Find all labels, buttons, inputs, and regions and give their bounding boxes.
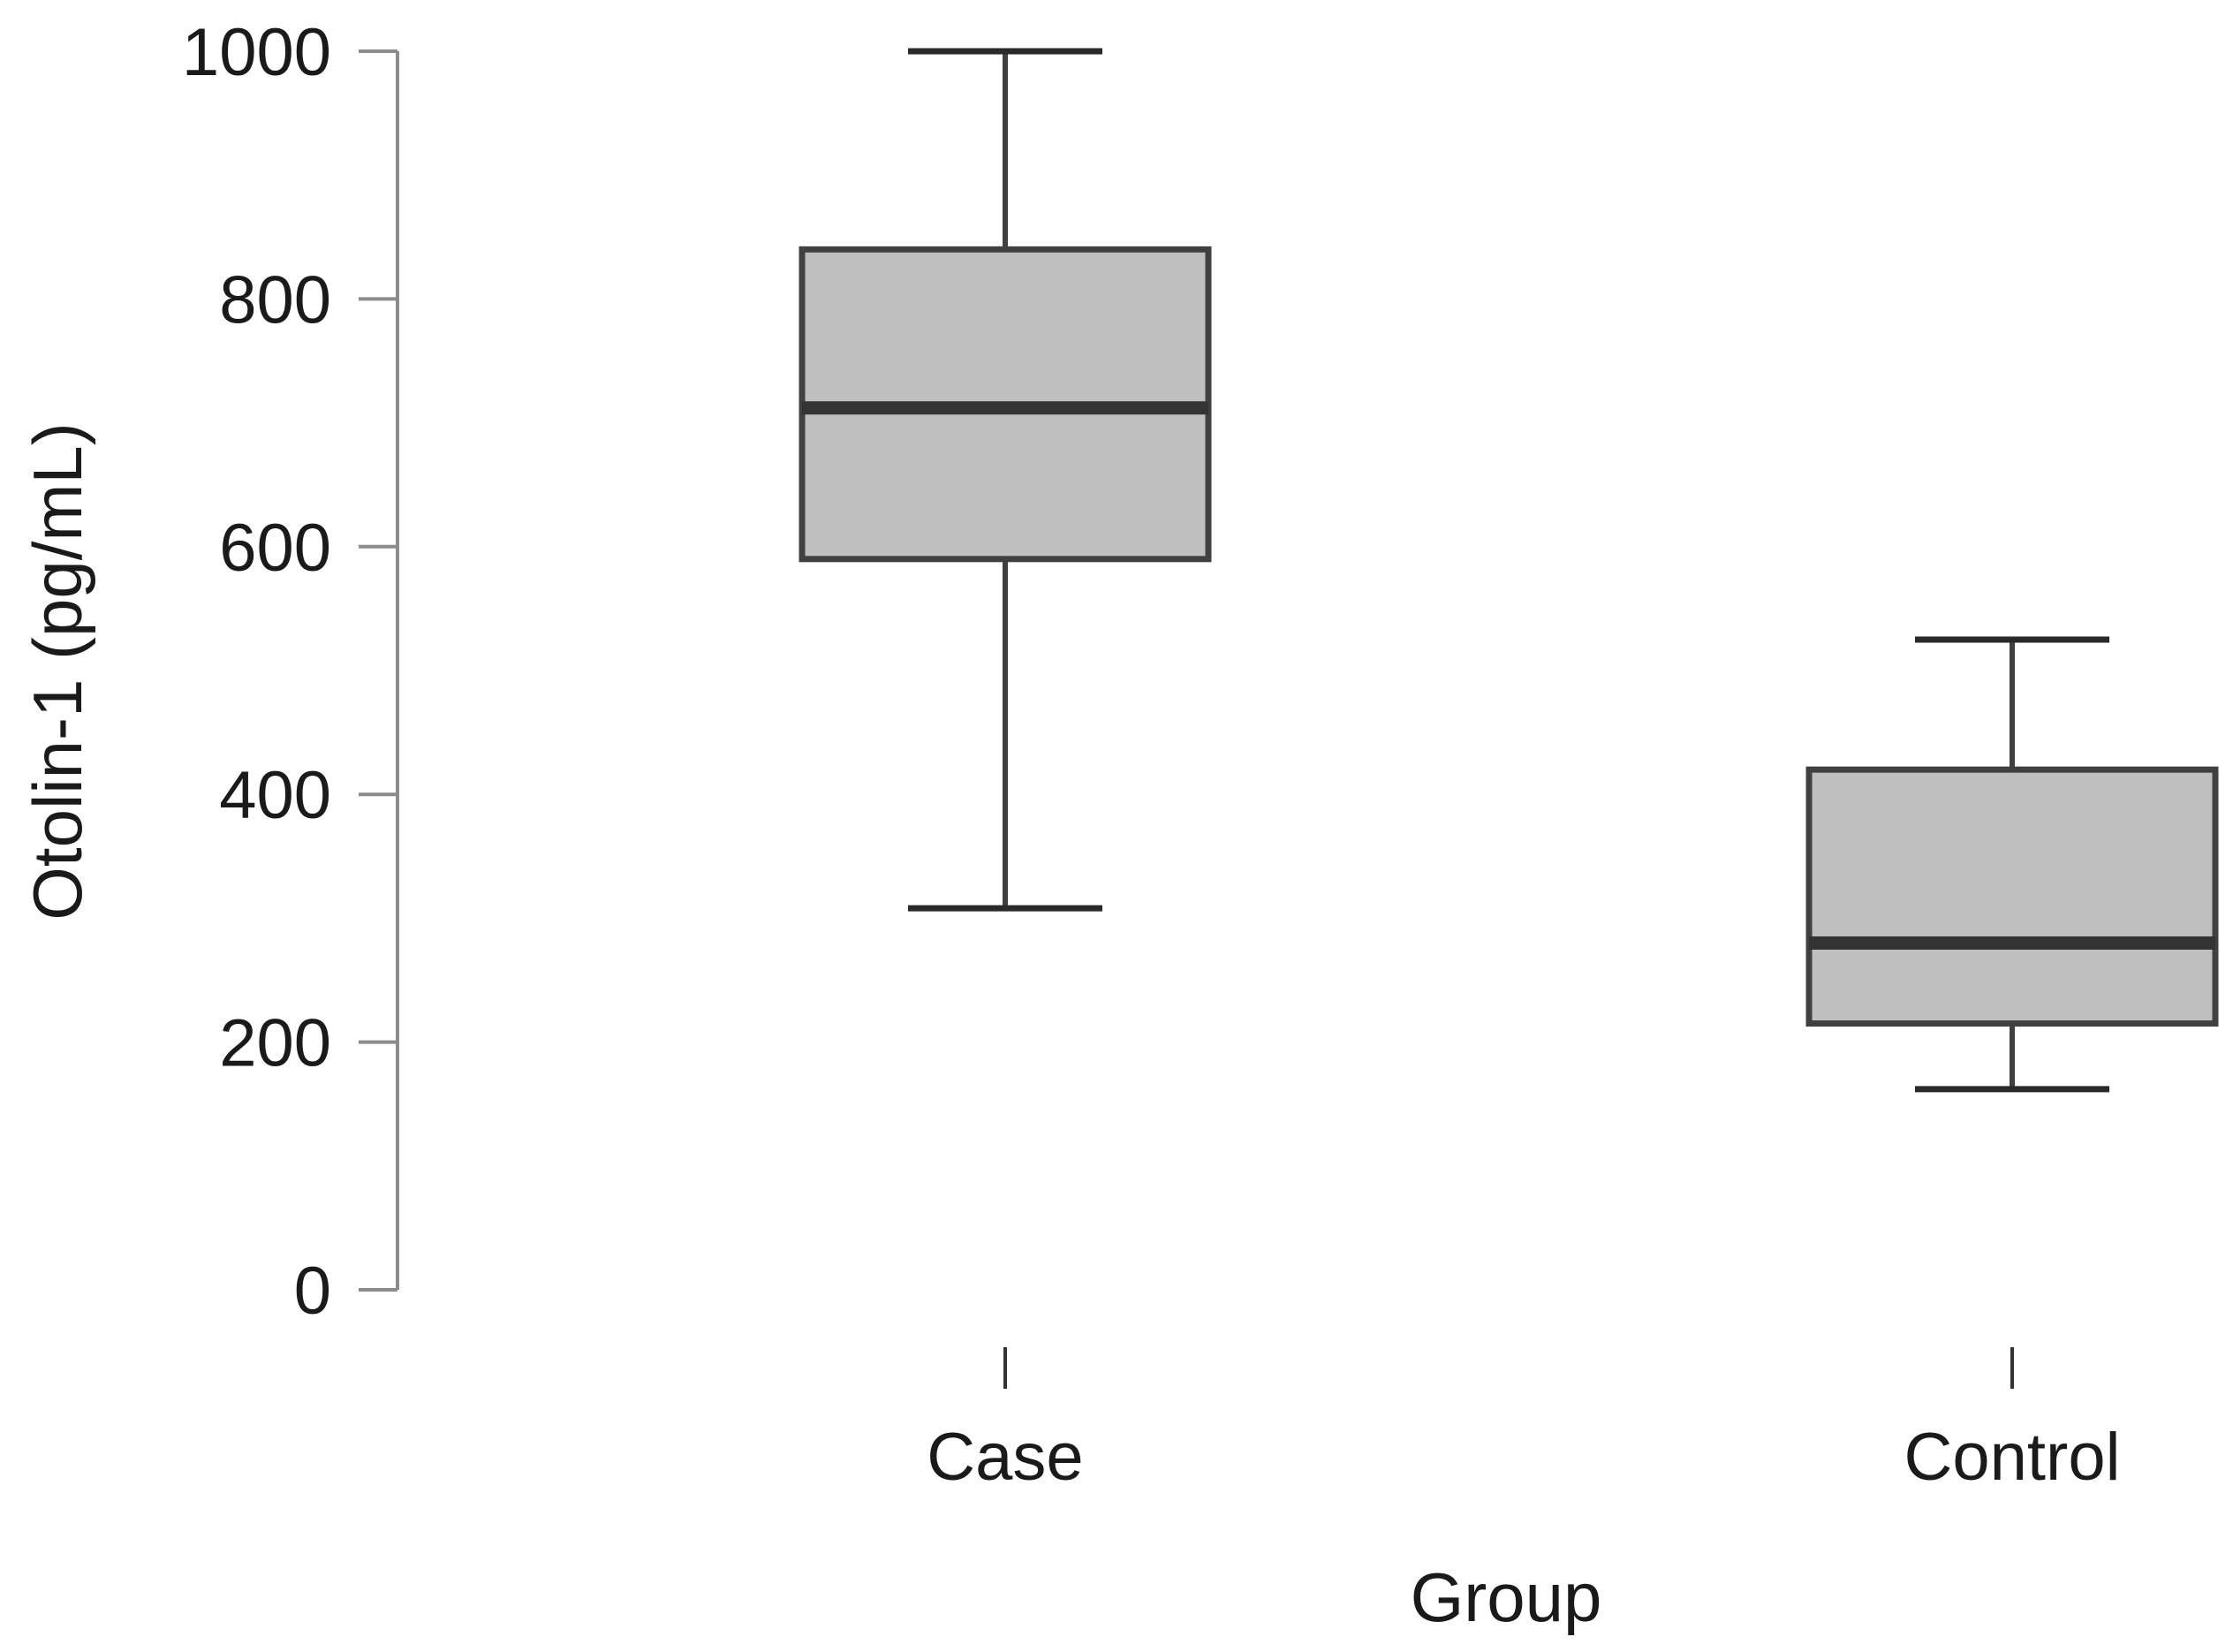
boxes <box>799 48 2219 1093</box>
iqr-box <box>1805 766 2219 1027</box>
y-tick-label: 400 <box>219 758 331 833</box>
x-axis-title: Group <box>1411 1558 1602 1636</box>
x-tick-label: Control <box>1904 1420 2121 1495</box>
y-tick-label: 0 <box>294 1254 331 1329</box>
box-case <box>799 48 1212 912</box>
y-tick-label: 800 <box>219 262 331 337</box>
box-control <box>1805 636 2219 1093</box>
y-tick-label: 1000 <box>182 15 331 90</box>
x-axis-ticks: Case Control <box>927 1347 2121 1495</box>
x-tick-label: Case <box>927 1420 1083 1495</box>
y-axis-title: Otolin-1 (pg/mL) <box>19 422 96 921</box>
y-axis-ticks: 0 200 400 600 800 1000 <box>182 15 397 1329</box>
y-tick-label: 200 <box>219 1006 331 1081</box>
y-tick-label: 600 <box>219 511 331 586</box>
